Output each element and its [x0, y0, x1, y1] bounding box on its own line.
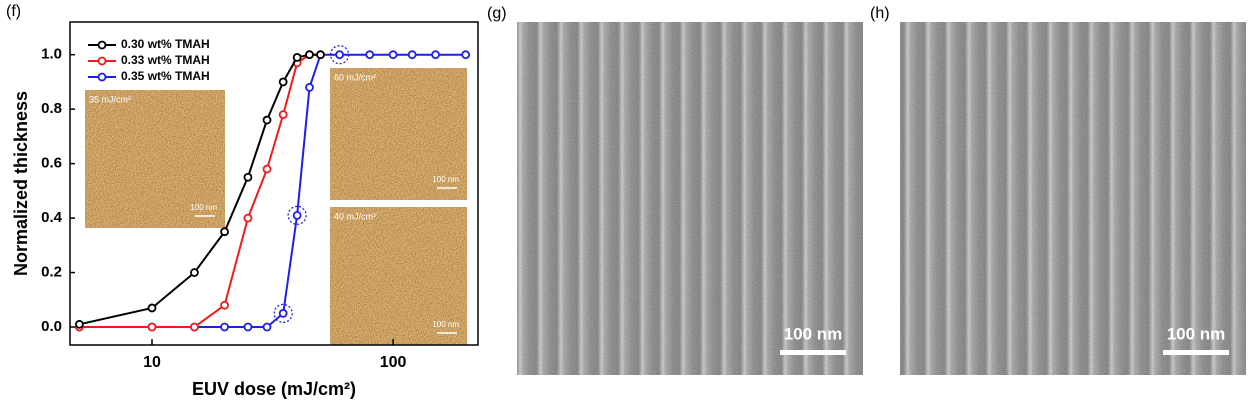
scale-bar-label: 100 nm	[784, 324, 843, 343]
y-tick-label: 0.8	[41, 100, 62, 117]
x-tick-label: 100	[380, 354, 407, 371]
panel-label: (g)	[487, 5, 507, 22]
legend-label: 0.33 wt% TMAH	[121, 53, 210, 67]
data-point	[461, 50, 471, 60]
data-point	[316, 50, 325, 60]
highlight-circle	[329, 45, 350, 65]
data-point	[407, 50, 417, 60]
data-point	[292, 53, 302, 62]
legend-marker	[97, 56, 107, 66]
legend-label: 0.30 wt% TMAH	[121, 37, 210, 51]
y-tick-label: 0.2	[41, 264, 62, 281]
scale-bar-label: 100 nm	[190, 203, 217, 212]
legend-marker	[97, 40, 107, 50]
y-tick-label: 1.0	[41, 46, 62, 63]
data-point	[365, 50, 375, 60]
sem-noise	[900, 22, 1246, 375]
data-point	[278, 110, 288, 119]
data-point	[243, 172, 253, 182]
data-point	[388, 50, 398, 60]
data-point	[431, 50, 440, 60]
legend-label: 0.35 wt% TMAH	[121, 69, 210, 83]
scale-bar-label: 100 nm	[432, 175, 459, 184]
series-line	[79, 53, 321, 326]
data-point	[243, 322, 253, 332]
legend-marker	[97, 72, 107, 82]
data-point	[292, 210, 302, 220]
data-point	[220, 227, 229, 237]
y-tick-label: 0.0	[41, 318, 62, 335]
highlight-circle	[273, 303, 293, 324]
data-point	[262, 322, 272, 332]
y-tick-label: 0.6	[41, 155, 62, 172]
scale-bar-label: 100 nm	[1167, 324, 1226, 343]
data-point	[305, 50, 314, 60]
data-point	[147, 303, 157, 313]
afm-image	[330, 68, 467, 200]
panel-label: (h)	[870, 5, 890, 22]
inset-label: 35 mJ/cm²	[89, 94, 131, 104]
data-point	[305, 82, 314, 92]
afm-image	[85, 90, 225, 228]
data-point	[243, 213, 253, 223]
inset-label: 40 mJ/cm²	[334, 211, 376, 221]
x-tick-label: 10	[143, 354, 161, 371]
data-point	[147, 322, 157, 332]
y-tick-label: 0.4	[41, 209, 63, 226]
data-point	[278, 77, 288, 87]
data-point	[190, 268, 199, 277]
scale-bar-label: 100 nm	[432, 320, 459, 329]
data-point	[75, 319, 84, 329]
highlight-circle	[287, 205, 307, 226]
data-point	[262, 115, 272, 125]
scale-bar	[1163, 350, 1229, 355]
data-point	[278, 309, 288, 318]
afm-image	[330, 207, 467, 345]
series-line	[79, 53, 466, 328]
data-point	[262, 164, 272, 174]
series-line	[79, 53, 321, 328]
y-axis-title: Normalized thickness	[11, 91, 31, 276]
sem-noise	[517, 22, 863, 375]
data-point	[190, 322, 199, 332]
plot-frame	[69, 21, 479, 346]
inset-label: 60 mJ/cm²	[334, 72, 376, 82]
data-point	[220, 322, 229, 332]
data-point	[335, 50, 345, 60]
panel-label: (f)	[6, 3, 21, 20]
x-axis-title: EUV dose (mJ/cm²)	[192, 379, 356, 399]
data-point	[220, 300, 229, 310]
scale-bar	[780, 350, 846, 355]
